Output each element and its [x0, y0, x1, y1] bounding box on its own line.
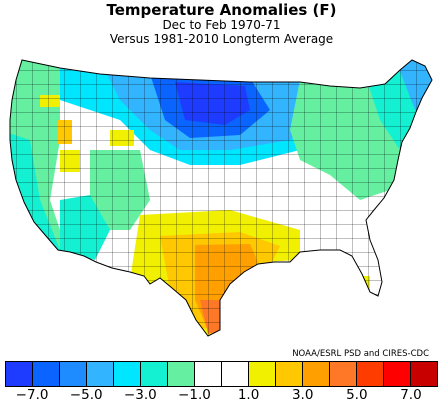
legend-tick-label: 1.0: [237, 387, 260, 403]
legend-swatch: [60, 362, 87, 386]
us-outline: [9, 59, 433, 337]
legend-tick-label: −1.0: [178, 387, 211, 403]
map-subtitle-baseline: Versus 1981-2010 Longterm Average: [109, 32, 334, 46]
legend-tick-label: 7.0: [400, 387, 422, 403]
legend-swatch: [222, 362, 249, 386]
legend-swatch: [6, 362, 33, 386]
legend-swatch: [33, 362, 60, 386]
legend-swatch: [195, 362, 222, 386]
legend-tick-label: 3.0: [291, 387, 314, 403]
data-credit: NOAA/ESRL PSD and CIRES-CDC: [292, 349, 429, 359]
legend-swatch: [249, 362, 276, 386]
legend-tick-label: −7.0: [15, 387, 49, 403]
map-subtitle-period: Dec to Feb 1970-71: [162, 18, 281, 32]
legend-swatch: [384, 362, 411, 386]
us-anomaly-map: [9, 59, 433, 337]
legend-swatch: [411, 362, 437, 386]
map-title: Temperature Anomalies (F): [106, 1, 337, 19]
legend-swatch: [168, 362, 195, 386]
legend-swatch: [87, 362, 114, 386]
legend-swatch: [303, 362, 330, 386]
legend-swatch: [357, 362, 384, 386]
legend-swatch: [114, 362, 141, 386]
legend-tick-label: 5.0: [346, 387, 368, 403]
legend-swatch: [276, 362, 303, 386]
color-legend-bar: [5, 361, 438, 387]
legend-swatch: [330, 362, 357, 386]
legend-swatch: [141, 362, 168, 386]
climate-division-grid: [10, 60, 432, 336]
legend-tick-label: −3.0: [123, 387, 157, 403]
legend-tick-label: −5.0: [69, 387, 103, 403]
